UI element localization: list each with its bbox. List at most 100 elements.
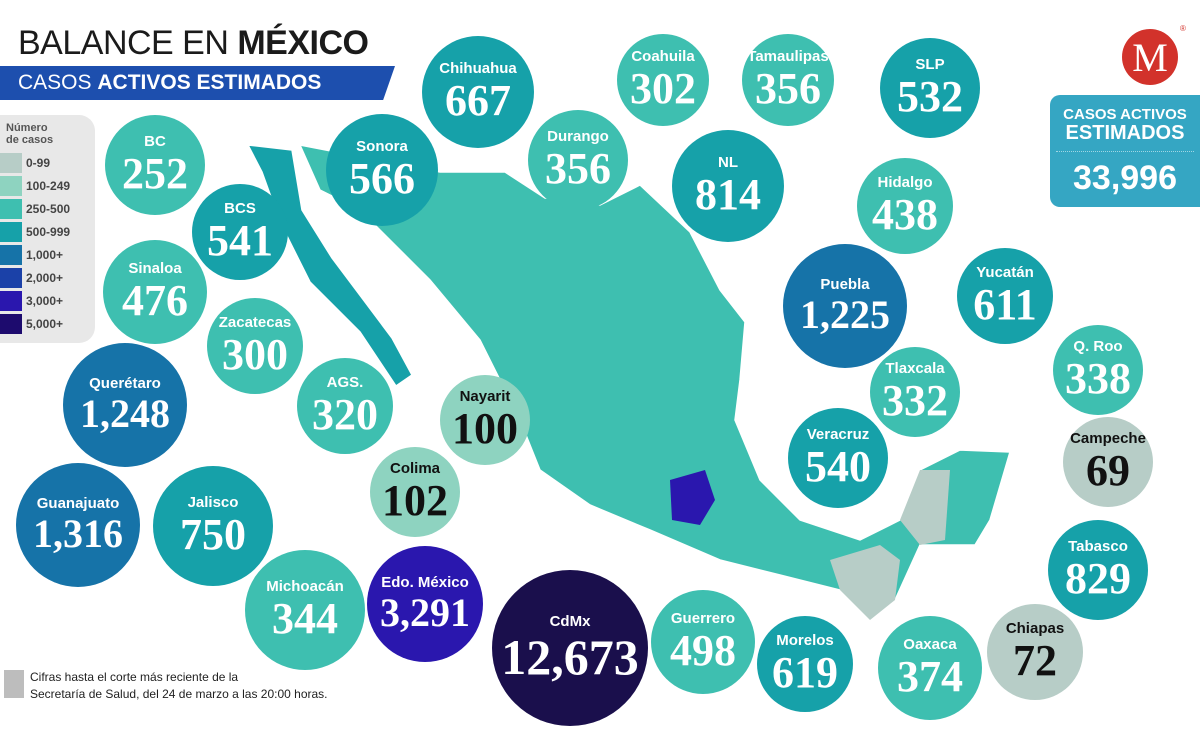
state-value: 102 (382, 475, 448, 525)
state-bubble-colima: Colima 102 (370, 447, 460, 537)
state-bubble-slp: SLP 532 (880, 38, 980, 138)
state-bubble-tabasco: Tabasco 829 (1048, 520, 1148, 620)
total-value: 33,996 (1073, 159, 1177, 197)
mainland (298, 143, 1011, 622)
legend-item: 1,000+ (0, 243, 95, 266)
state-bubble-guanajuato: Guanajuato 1,316 (16, 463, 140, 587)
state-name: Nayarit (459, 387, 511, 405)
state-value: 438 (872, 189, 938, 239)
state-value: 320 (312, 389, 378, 439)
state-name: Puebla (820, 275, 870, 293)
state-value: 1,316 (33, 510, 123, 556)
legend-item: 500-999 (0, 220, 95, 243)
state-bubble-cdmx: CdMx 12,673 (492, 570, 648, 726)
state-name: Veracruz (806, 425, 870, 443)
state-value: 300 (222, 329, 288, 379)
page-title: BALANCE EN MÉXICO (18, 24, 369, 62)
legend-label: 2,000+ (26, 270, 64, 285)
legend-swatch (0, 198, 22, 219)
legend-label: 250-500 (26, 201, 71, 216)
legend-item: 0-99 (0, 151, 95, 174)
state-value: 476 (122, 275, 188, 325)
state-bubble-chiapas: Chiapas 72 (987, 604, 1083, 700)
state-name: Sonora (356, 137, 408, 155)
state-bubble-zacatecas: Zacatecas 300 (207, 298, 303, 394)
state-bubble-guerrero: Guerrero 498 (651, 590, 755, 694)
state-bubble-bcs: BCS 541 (192, 184, 288, 280)
state-name: NL (718, 153, 738, 171)
state-bubble-chihuahua: Chihuahua 667 (422, 36, 534, 148)
state-bubble-sinaloa: Sinaloa 476 (103, 240, 207, 344)
state-bubble-edo-m-xico: Edo. México 3,291 (367, 546, 483, 662)
state-bubble-durango: Durango 356 (528, 110, 628, 210)
legend-label: 5,000+ (26, 316, 64, 331)
state-name: Campeche (1070, 429, 1146, 447)
state-value: 252 (122, 148, 188, 198)
state-value: 498 (670, 625, 736, 675)
state-bubble-coahuila: Coahuila 302 (617, 34, 709, 126)
state-name: Querétaro (89, 374, 161, 392)
state-bubble-michoac-n: Michoacán 344 (245, 550, 365, 670)
legend-label: 0-99 (26, 155, 51, 170)
state-name: Zacatecas (218, 313, 292, 331)
state-value: 69 (1086, 445, 1130, 495)
state-name: Oaxaca (903, 635, 957, 653)
state-name: Q. Roo (1073, 337, 1123, 355)
state-value: 332 (882, 375, 948, 425)
state-name: Guanajuato (36, 494, 120, 512)
footnote-marker (4, 670, 24, 698)
page-subtitle: CASOS ACTIVOS ESTIMADOS (0, 66, 395, 100)
state-name: Colima (389, 459, 440, 477)
state-bubble-q-roo: Q. Roo 338 (1053, 325, 1143, 415)
campeche-region (900, 470, 950, 545)
state-name: Yucatán (976, 263, 1034, 281)
state-value: 667 (445, 75, 511, 125)
legend-label: 1,000+ (26, 247, 64, 262)
state-value: 356 (755, 63, 821, 113)
divider (1056, 151, 1194, 152)
state-value: 1,248 (80, 390, 170, 436)
legend-item: 250-500 (0, 197, 95, 220)
state-value: 814 (695, 169, 761, 219)
state-value: 3,291 (380, 589, 470, 635)
state-name: Tamaulipas (747, 47, 829, 65)
legend-label: 500-999 (26, 224, 71, 239)
legend-swatch (0, 152, 22, 173)
legend-title: Número de casos (6, 122, 54, 146)
legend-item: 5,000+ (0, 312, 95, 335)
state-bubble-jalisco: Jalisco 750 (153, 466, 273, 586)
legend-swatch (0, 221, 22, 242)
registered-mark: ® (1180, 24, 1186, 33)
milenio-logo: M (1122, 29, 1178, 85)
state-bubble-nl: NL 814 (672, 130, 784, 242)
state-value: 1,225 (800, 291, 890, 337)
legend-item: 3,000+ (0, 289, 95, 312)
state-value: 374 (897, 651, 963, 701)
state-name: AGS. (326, 373, 364, 391)
state-name: Sinaloa (128, 259, 182, 277)
central-region (670, 470, 715, 525)
state-name: Coahuila (631, 47, 695, 65)
legend-swatch (0, 175, 22, 196)
state-value: 356 (545, 143, 611, 193)
state-bubble-hidalgo: Hidalgo 438 (857, 158, 953, 254)
footnote: Cifras hasta el corte más reciente de la… (30, 670, 328, 701)
state-name: Hidalgo (877, 173, 933, 191)
state-bubble-bc: BC 252 (105, 115, 205, 215)
state-bubble-oaxaca: Oaxaca 374 (878, 616, 982, 720)
legend-swatch (0, 290, 22, 311)
state-value: 302 (630, 63, 696, 113)
total-cases-box: CASOS ACTIVOS ESTIMADOS 33,996 (1050, 95, 1200, 207)
state-name: BC (144, 132, 166, 150)
total-label-1: CASOS ACTIVOS (1063, 106, 1187, 123)
legend-item: 2,000+ (0, 266, 95, 289)
state-value: 338 (1065, 353, 1131, 403)
state-name: Tlaxcala (885, 359, 945, 377)
state-value: 541 (207, 215, 273, 265)
legend-label: 100-249 (26, 178, 71, 193)
state-bubble-tamaulipas: Tamaulipas 356 (742, 34, 834, 126)
state-bubble-tlaxcala: Tlaxcala 332 (870, 347, 960, 437)
state-bubble-nayarit: Nayarit 100 (440, 375, 530, 465)
state-name: Chihuahua (439, 59, 517, 77)
